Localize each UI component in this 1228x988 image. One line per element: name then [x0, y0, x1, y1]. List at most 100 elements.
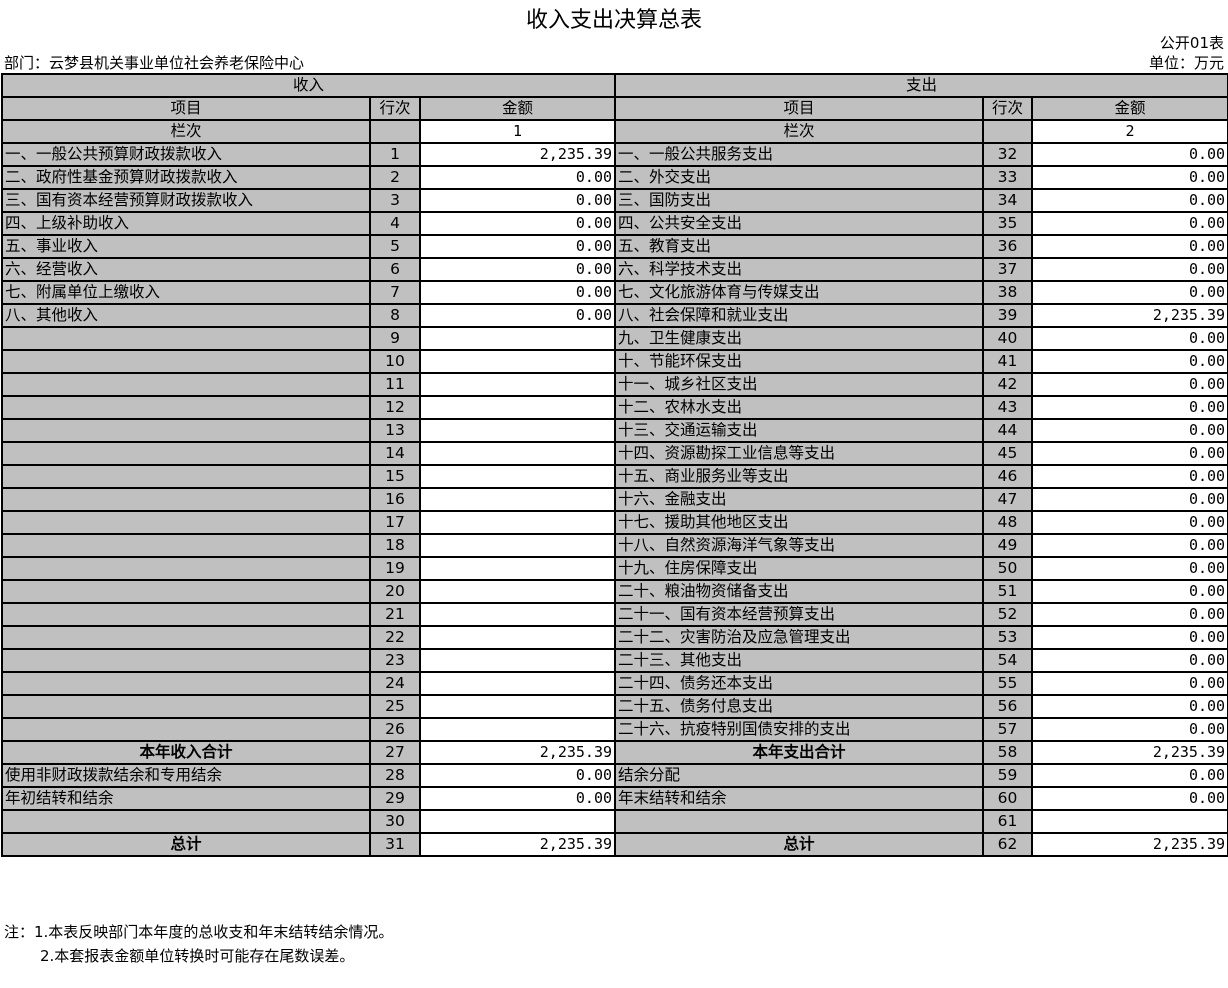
- table-row: 14 十四、资源勘探工业信息等支出 45 0.00: [1, 441, 1228, 466]
- income-item: 五、事业收入: [1, 234, 371, 259]
- expense-row-no: 45: [982, 441, 1034, 466]
- expense-amount: 0.00: [1031, 464, 1228, 489]
- expense-item: 十六、金融支出: [614, 487, 985, 512]
- income-amount: 0.00: [418, 763, 617, 788]
- table-row: 24 二十四、债务还本支出 55 0.00: [1, 671, 1228, 696]
- income-amount-header: 金额: [418, 96, 617, 121]
- income-item: [1, 809, 371, 834]
- income-row-no: 12: [369, 395, 421, 420]
- expense-row-no: 38: [982, 280, 1034, 305]
- expense-item-header: 项目: [614, 96, 985, 121]
- table-row: 五、事业收入 5 0.00 五、教育支出 36 0.00: [1, 234, 1228, 259]
- income-item: [1, 349, 371, 374]
- expense-rowno-header: 行次: [982, 96, 1034, 121]
- expense-amount: 0.00: [1031, 418, 1228, 443]
- income-amount: [418, 372, 617, 397]
- expense-amount: 2,235.39: [1031, 303, 1228, 328]
- income-amount: 0.00: [418, 280, 617, 305]
- income-row-no: 2: [369, 165, 421, 190]
- income-row-no: 29: [369, 786, 421, 811]
- expense-row-no: 50: [982, 556, 1034, 581]
- expense-row-no: 47: [982, 487, 1034, 512]
- expense-row-no: 51: [982, 579, 1034, 604]
- income-amount: [418, 510, 617, 535]
- income-row-no: 17: [369, 510, 421, 535]
- expense-item: 六、科学技术支出: [614, 257, 985, 282]
- expense-amount: 0.00: [1031, 441, 1228, 466]
- income-item: [1, 510, 371, 535]
- expense-item: 二十三、其他支出: [614, 648, 985, 673]
- expense-amount: 0.00: [1031, 165, 1228, 190]
- notes: 注：1.本表反映部门本年度的总收支和年末结转结余情况。 2.本套报表金额单位转换…: [4, 920, 393, 968]
- income-row-no: 25: [369, 694, 421, 719]
- expense-row-no: 53: [982, 625, 1034, 650]
- expense-item: 九、卫生健康支出: [614, 326, 985, 351]
- table-row: 二、政府性基金预算财政拨款收入 2 0.00 二、外交支出 33 0.00: [1, 165, 1228, 190]
- expense-amount: 0.00: [1031, 717, 1228, 742]
- income-row-no: 6: [369, 257, 421, 282]
- expense-row-no: 55: [982, 671, 1034, 696]
- income-amount: 0.00: [418, 303, 617, 328]
- expense-item: 本年支出合计: [614, 740, 985, 765]
- table-row: 20 二十、粮油物资储备支出 51 0.00: [1, 579, 1228, 604]
- income-item-header: 项目: [1, 96, 371, 121]
- income-row-no: 21: [369, 602, 421, 627]
- table-row: 18 十八、自然资源海洋气象等支出 49 0.00: [1, 533, 1228, 558]
- table-row: 三、国有资本经营预算财政拨款收入 3 0.00 三、国防支出 34 0.00: [1, 188, 1228, 213]
- income-row-no: 19: [369, 556, 421, 581]
- expense-item: 十三、交通运输支出: [614, 418, 985, 443]
- expense-row-no: 52: [982, 602, 1034, 627]
- table-row: 26 二十六、抗疫特别国债安排的支出 57 0.00: [1, 717, 1228, 742]
- income-item: 总计: [1, 832, 371, 857]
- income-row-no: 13: [369, 418, 421, 443]
- income-amount: [418, 487, 617, 512]
- income-item: 二、政府性基金预算财政拨款收入: [1, 165, 371, 190]
- expense-row-no: 56: [982, 694, 1034, 719]
- income-row-no: 22: [369, 625, 421, 650]
- income-row-no: 30: [369, 809, 421, 834]
- expense-row-no: 57: [982, 717, 1034, 742]
- expense-amount: 0.00: [1031, 533, 1228, 558]
- income-amount: 0.00: [418, 165, 617, 190]
- income-item: [1, 533, 371, 558]
- income-item: [1, 441, 371, 466]
- expense-amount: 0.00: [1031, 648, 1228, 673]
- expense-amount: [1031, 809, 1228, 834]
- income-amount: [418, 625, 617, 650]
- expense-item: 二十五、债务付息支出: [614, 694, 985, 719]
- income-item: [1, 487, 371, 512]
- income-amount: [418, 648, 617, 673]
- expense-amount: 0.00: [1031, 372, 1228, 397]
- expense-amount: 0.00: [1031, 602, 1228, 627]
- expense-amount: 0.00: [1031, 326, 1228, 351]
- expense-item: 五、教育支出: [614, 234, 985, 259]
- income-colno: 1: [418, 119, 617, 144]
- form-code: 公开01表: [1159, 34, 1224, 52]
- income-item: [1, 556, 371, 581]
- expense-item: 七、文化旅游体育与传媒支出: [614, 280, 985, 305]
- income-amount: [418, 694, 617, 719]
- table-row: 总计 31 2,235.39 总计 62 2,235.39: [1, 832, 1228, 857]
- expense-item: 总计: [614, 832, 985, 857]
- income-amount: 0.00: [418, 786, 617, 811]
- income-row-no: 4: [369, 211, 421, 236]
- income-item: 八、其他收入: [1, 303, 371, 328]
- table-row: 八、其他收入 8 0.00 八、社会保障和就业支出 39 2,235.39: [1, 303, 1228, 328]
- table-row: 19 十九、住房保障支出 50 0.00: [1, 556, 1228, 581]
- income-row-no: 24: [369, 671, 421, 696]
- expense-item: 十九、住房保障支出: [614, 556, 985, 581]
- table-row: 25 二十五、债务付息支出 56 0.00: [1, 694, 1228, 719]
- expense-amount: 0.00: [1031, 671, 1228, 696]
- expense-item: 十七、援助其他地区支出: [614, 510, 985, 535]
- income-amount: 0.00: [418, 188, 617, 213]
- income-expense-table: 收入 支出 项目 行次 金额 项目 行次 金额 栏次 1 栏次 2 一、一般公共…: [0, 73, 1228, 857]
- income-item: [1, 602, 371, 627]
- expense-row-no: 60: [982, 786, 1034, 811]
- empty-cell: [982, 119, 1034, 144]
- income-row-no: 26: [369, 717, 421, 742]
- table-row: 一、一般公共预算财政拨款收入 1 2,235.39 一、一般公共服务支出 32 0.00: [1, 142, 1228, 167]
- income-item: [1, 418, 371, 443]
- income-row-no: 14: [369, 441, 421, 466]
- income-item: [1, 395, 371, 420]
- expense-item: 八、社会保障和就业支出: [614, 303, 985, 328]
